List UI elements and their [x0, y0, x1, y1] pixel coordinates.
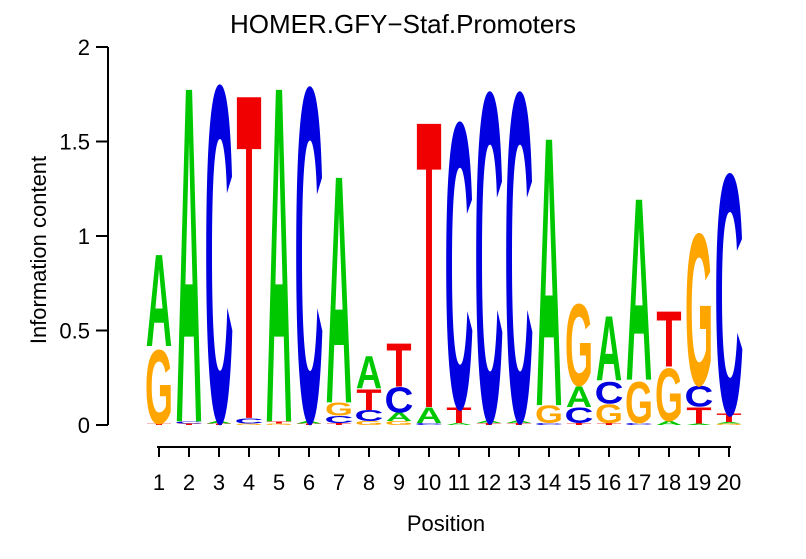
x-tick-label: 12: [477, 470, 501, 495]
logo-letter-T: T: [656, 293, 681, 384]
logo-letter-C: C: [295, 0, 324, 524]
logo-letter-G: G: [325, 400, 353, 420]
logo-letter-C: C: [535, 423, 564, 426]
x-tick-label: 17: [627, 470, 651, 495]
x-tick-label: 2: [183, 470, 195, 495]
logo-letter-T: T: [596, 423, 621, 426]
logo-letter-G: G: [535, 401, 563, 429]
logo-letter-A: A: [176, 0, 202, 524]
x-tick-label: 18: [657, 470, 681, 495]
x-tick-label: 20: [717, 470, 741, 495]
logo-letter-G: G: [715, 423, 743, 425]
logo-letter-C: C: [205, 0, 234, 524]
logo-letter-A: A: [506, 420, 532, 424]
logo-letter-G: G: [565, 281, 593, 411]
x-tick-label: 3: [213, 470, 225, 495]
logo-letter-A: A: [716, 422, 742, 424]
logo-letter-T: T: [206, 423, 231, 425]
logo-letter-C: C: [625, 423, 654, 426]
logo-letter-A: A: [656, 420, 683, 426]
logo-letter-T: T: [266, 421, 291, 424]
x-tick-label: 8: [363, 470, 375, 495]
chart-title: HOMER.GFY−Staf.Promoters: [229, 9, 577, 39]
logo-letter-C: C: [475, 0, 504, 520]
y-tick-label: 1.5: [59, 130, 90, 155]
x-tick-label: 1: [153, 470, 165, 495]
logo-letter-A: A: [296, 420, 322, 424]
logo-letter-T: T: [296, 423, 321, 425]
logo-letter-C: C: [355, 408, 384, 425]
logo-letter-G: G: [685, 189, 713, 432]
logo-letter-A: A: [326, 109, 352, 473]
logo-letter-T: T: [386, 331, 411, 401]
logo-letter-T: T: [356, 383, 381, 417]
logo-letter-G: G: [385, 421, 413, 427]
logo-letter-T: T: [146, 423, 171, 425]
logo-letter-A: A: [596, 296, 622, 400]
x-tick-label: 7: [333, 470, 345, 495]
logo-letter-C: C: [565, 403, 594, 428]
y-tick-label: 1: [78, 224, 90, 249]
y-tick-label: 0.5: [59, 319, 90, 344]
logo-letter-A: A: [356, 346, 382, 398]
logo-letter-A: A: [446, 423, 472, 426]
logo-letter-C: C: [595, 375, 624, 410]
x-tick-label: 19: [687, 470, 711, 495]
logo-letter-A: A: [386, 411, 412, 424]
logo-letter-G: G: [655, 355, 683, 438]
logo-letter-C: C: [715, 102, 744, 487]
logo-letter-T: T: [686, 403, 712, 429]
logo-letter-A: A: [566, 381, 592, 414]
logo-letter-C: C: [235, 417, 264, 426]
logo-letter-T: T: [446, 403, 471, 428]
logo-letter-C: C: [415, 423, 444, 426]
logo-letter-T: T: [506, 423, 531, 426]
x-tick-label: 9: [393, 470, 405, 495]
logo-letter-T: T: [716, 412, 742, 425]
logo-letter-A: A: [206, 420, 232, 424]
logo-letter-A: A: [146, 226, 172, 375]
logo-letter-C: C: [505, 0, 534, 520]
x-tick-label: 15: [567, 470, 591, 495]
logo-letter-C: C: [685, 380, 714, 413]
x-tick-label: 10: [417, 470, 441, 495]
logo-letter-A: A: [536, 57, 562, 488]
logo-letter-A: A: [476, 420, 502, 424]
logo-letter-A: A: [266, 0, 292, 524]
logo-letter-A: A: [416, 404, 442, 428]
logo-letter-A: A: [626, 143, 652, 436]
logo-letter-T: T: [566, 423, 591, 426]
logo-letter-G: G: [265, 423, 293, 425]
x-axis-title: Position: [406, 511, 486, 536]
x-tick-label: 6: [303, 470, 315, 495]
logo-letter-G: G: [595, 398, 623, 429]
logo-letter-G: G: [145, 327, 173, 446]
logo-letter-C: C: [385, 380, 414, 421]
logo-letter-G: G: [625, 370, 653, 437]
y-tick-label: 0: [78, 413, 90, 438]
x-tick-label: 13: [507, 470, 531, 495]
logo-letter-T: T: [416, 34, 441, 494]
logo-letter-C: C: [325, 414, 354, 425]
x-tick-label: 4: [243, 470, 255, 495]
x-tick-label: 5: [273, 470, 285, 495]
logo-letter-C: C: [175, 421, 204, 425]
logo-letter-G: G: [235, 423, 263, 425]
logo-letter-T: T: [236, 0, 261, 518]
logo-letter-A: A: [686, 423, 712, 425]
x-tick-label: 11: [448, 470, 471, 495]
logo-letter-C: C: [445, 37, 474, 494]
x-tick-label: 16: [597, 470, 621, 495]
logo-letter-T: T: [326, 423, 351, 426]
x-tick-label: 14: [537, 470, 561, 495]
logo-letter-T: T: [176, 423, 201, 425]
logo-letter-T: T: [476, 423, 501, 426]
y-tick-label: 2: [78, 35, 90, 60]
logo-letter-G: G: [355, 421, 383, 427]
